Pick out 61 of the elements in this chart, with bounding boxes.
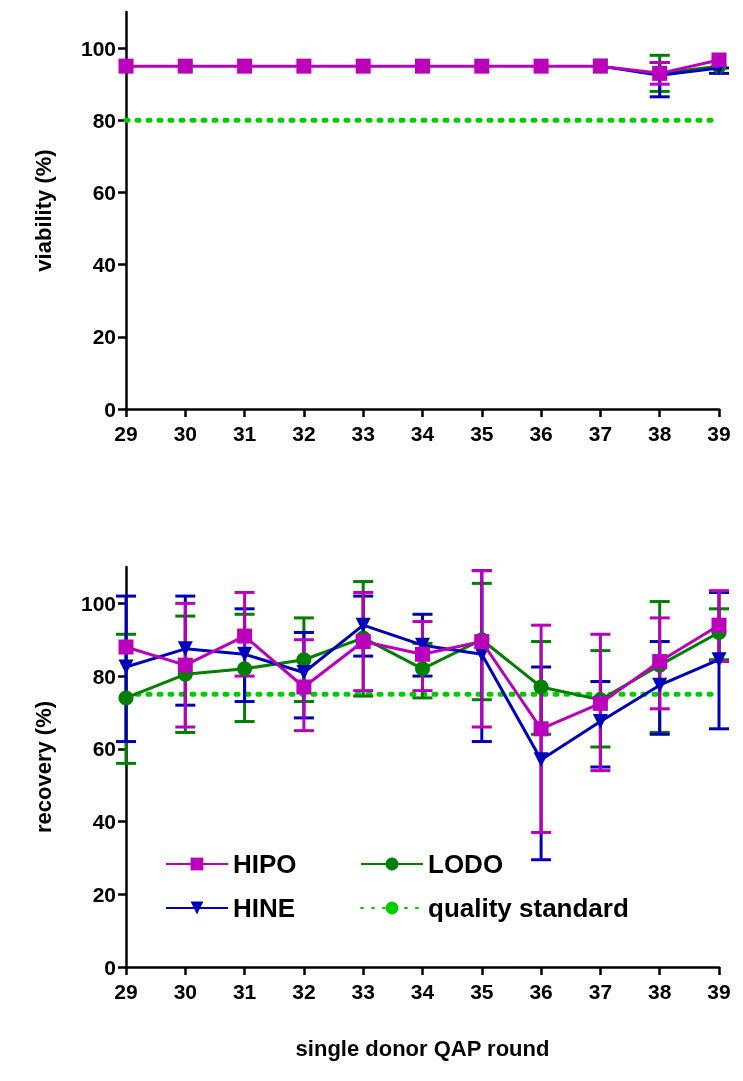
point	[118, 690, 134, 706]
x-tick-label: 38	[648, 980, 672, 1003]
point	[237, 661, 253, 677]
y-tick-label: 80	[92, 108, 116, 132]
y-tick-label: 0	[104, 397, 116, 421]
y-tick-label: 100	[80, 591, 116, 615]
point	[296, 679, 312, 695]
x-tick-label: 37	[588, 980, 613, 1003]
point	[355, 634, 371, 650]
x-tick-label: 36	[529, 422, 553, 445]
x-tick-label: 38	[648, 422, 672, 445]
x-tick-label: 30	[173, 422, 197, 445]
x-tick-label: 34	[410, 980, 435, 1003]
x-tick-label: 32	[292, 422, 316, 445]
point	[415, 646, 430, 662]
point	[118, 639, 134, 655]
y-axis-title: viability (%)	[30, 149, 56, 272]
x-tick-label: 33	[351, 980, 375, 1003]
x-tick-label: 35	[470, 980, 494, 1003]
point	[533, 679, 549, 695]
legend-label: HINE	[233, 893, 296, 923]
point	[177, 657, 193, 673]
point	[355, 617, 371, 633]
x-tick-label: 36	[529, 980, 553, 1003]
point	[415, 661, 430, 677]
y-tick-label: 0	[104, 955, 116, 979]
point	[533, 752, 549, 768]
x-tick-label: 29	[114, 422, 138, 445]
y-axis-title: recovery (%)	[30, 700, 56, 834]
x-tick-label: 34	[410, 422, 435, 445]
x-tick-label: 35	[470, 422, 494, 445]
x-tick-label: 31	[232, 980, 257, 1003]
point	[177, 641, 193, 657]
y-tick-label: 80	[92, 664, 116, 688]
point	[237, 646, 253, 662]
x-tick-label: 39	[707, 980, 731, 1003]
x-tick-label: 33	[351, 422, 375, 445]
legend-label: LODO	[428, 849, 504, 879]
y-tick-label: 60	[92, 180, 116, 204]
x-tick-label: 31	[232, 422, 257, 445]
legend-label: quality standard	[428, 893, 629, 923]
y-tick-label: 40	[92, 810, 116, 834]
x-tick-label: 39	[707, 422, 731, 445]
point	[296, 664, 312, 680]
point	[592, 714, 608, 730]
y-tick-label: 20	[92, 882, 116, 906]
y-tick-label: 40	[92, 253, 116, 277]
point	[711, 617, 727, 633]
y-tick-label: 100	[80, 36, 116, 60]
x-tick-label: 32	[292, 980, 316, 1003]
point	[652, 677, 668, 693]
y-tick-label: 60	[92, 737, 116, 761]
x-axis-title: single donor QAP round	[295, 1035, 550, 1061]
x-tick-label: 37	[588, 422, 613, 445]
x-tick-label: 29	[114, 980, 138, 1003]
point	[118, 659, 134, 675]
point	[237, 628, 253, 644]
x-tick-label: 30	[173, 980, 197, 1003]
legend-label: HIPO	[233, 849, 297, 879]
point	[533, 721, 549, 737]
y-tick-label: 20	[92, 325, 116, 349]
